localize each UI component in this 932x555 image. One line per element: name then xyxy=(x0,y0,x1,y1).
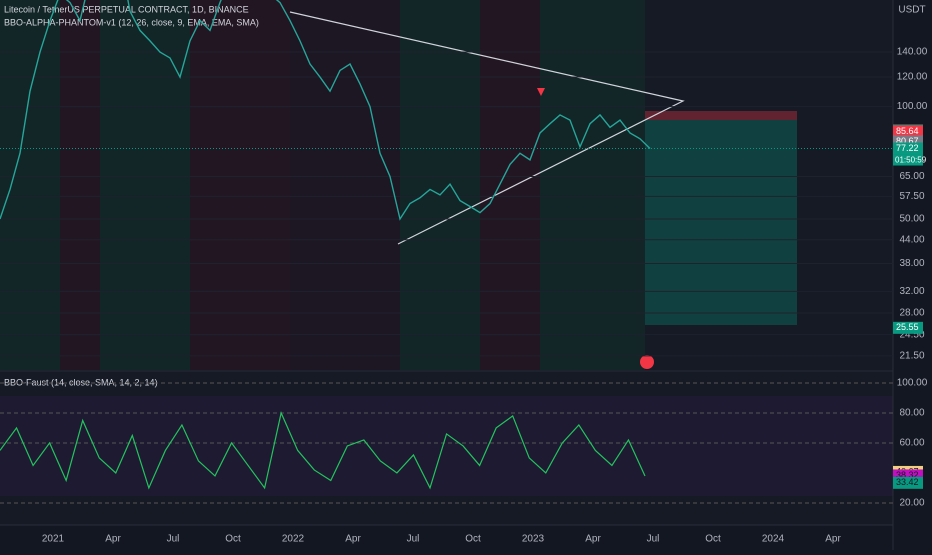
stop-zone xyxy=(645,111,797,120)
price-tag xyxy=(893,125,923,138)
price-line xyxy=(0,0,651,221)
oscillator-title: BBO-Faust (14, close, SMA, 14, 2, 14) xyxy=(4,377,158,387)
price-tick: 140.00 xyxy=(897,47,928,58)
price-tag-label: 80.67 xyxy=(896,136,919,146)
sell-marker xyxy=(537,88,545,96)
osc-line xyxy=(0,411,646,490)
price-tag-label: 25.55 xyxy=(896,322,919,332)
price-tick: 65.00 xyxy=(899,171,924,182)
osc-tag-label: 33.42 xyxy=(896,477,919,487)
price-clip xyxy=(0,0,651,221)
osc-tick: 60.00 xyxy=(899,438,924,449)
time-label: Oct xyxy=(705,534,721,545)
osc-tick: 80.00 xyxy=(899,408,924,419)
price-tag xyxy=(893,321,923,334)
price-tag-label: 77.22 xyxy=(896,143,919,153)
time-label: Apr xyxy=(585,534,601,545)
target-zone xyxy=(645,120,797,325)
price-tick: 28.00 xyxy=(899,308,924,319)
time-label: Apr xyxy=(825,534,841,545)
osc-clip xyxy=(0,411,646,490)
time-label: 2022 xyxy=(282,534,305,545)
price-tag xyxy=(893,142,923,155)
price-tick: 44.00 xyxy=(899,234,924,245)
price-tick: 32.00 xyxy=(899,286,924,297)
osc-tick: 20.00 xyxy=(899,498,924,509)
time-label: 2021 xyxy=(42,534,65,545)
price-tick: 50.00 xyxy=(899,214,924,225)
time-label: Jul xyxy=(647,534,660,545)
indicator-title: BBO-ALPHA-PHANTOM-v1 (12, 26, close, 9, … xyxy=(4,17,259,27)
time-label: Jul xyxy=(407,534,420,545)
price-tick: 21.50 xyxy=(899,350,924,361)
time-label: Oct xyxy=(465,534,481,545)
time-label: Apr xyxy=(105,534,121,545)
time-label: Jul xyxy=(167,534,180,545)
osc-tag-label: 38.32 xyxy=(896,470,919,480)
time-label: 2024 xyxy=(762,534,785,545)
price-tick: 100.00 xyxy=(897,101,928,112)
osc-band xyxy=(0,396,893,496)
time-label: Apr xyxy=(345,534,361,545)
price-tick: 24.50 xyxy=(899,329,924,340)
countdown-bg xyxy=(893,154,923,166)
time-label: 2023 xyxy=(522,534,545,545)
currency: USDT xyxy=(898,5,925,16)
price-pane xyxy=(0,0,893,370)
stripes xyxy=(0,0,645,370)
price-tick: 120.00 xyxy=(897,72,928,83)
price-tick: 38.00 xyxy=(899,258,924,269)
osc-tick: 100.00 xyxy=(897,378,928,389)
price-tick: 57.50 xyxy=(899,191,924,202)
countdown: 01:50:59 xyxy=(895,156,927,165)
time-label: Oct xyxy=(225,534,241,545)
event-icon xyxy=(640,355,654,369)
price-tag-label: 85.64 xyxy=(896,126,919,136)
osc-tag xyxy=(893,476,923,489)
symbol-title: Litecoin / TetherUS PERPETUAL CONTRACT, … xyxy=(4,4,249,14)
